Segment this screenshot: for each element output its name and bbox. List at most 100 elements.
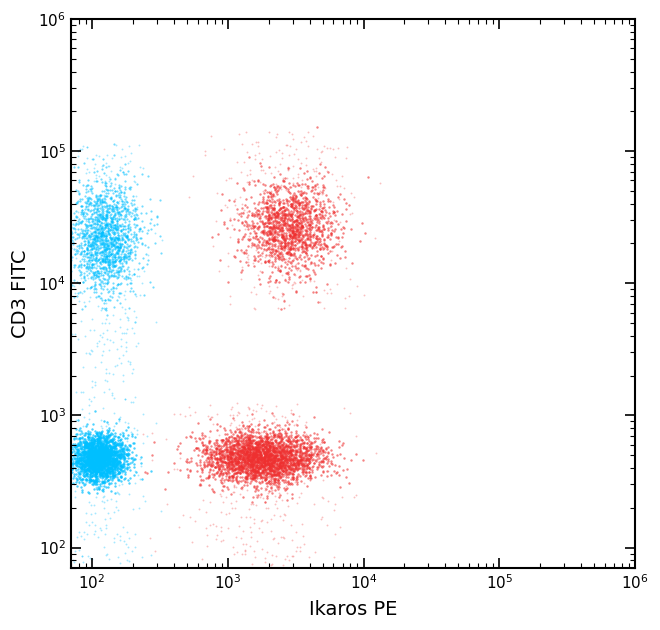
Point xyxy=(345,408,356,418)
Point xyxy=(269,450,280,461)
Point xyxy=(296,228,306,238)
Point xyxy=(97,467,108,478)
Point xyxy=(255,450,266,460)
Point xyxy=(211,443,221,453)
Point xyxy=(302,442,313,452)
Point xyxy=(284,257,295,267)
Point xyxy=(68,459,79,469)
Point xyxy=(112,445,122,455)
Point xyxy=(249,222,259,232)
Point xyxy=(97,442,108,452)
Point xyxy=(270,261,280,272)
Point xyxy=(95,458,106,468)
Point xyxy=(288,435,299,445)
Point xyxy=(92,484,102,494)
Point xyxy=(257,462,268,472)
Point xyxy=(103,223,114,233)
Point xyxy=(119,455,129,465)
Point xyxy=(108,469,118,479)
Point xyxy=(275,443,285,453)
Point xyxy=(294,186,305,197)
Point xyxy=(263,452,274,462)
Point xyxy=(287,535,298,545)
Point xyxy=(99,242,110,252)
Point xyxy=(288,249,298,260)
Point xyxy=(284,555,294,565)
Point xyxy=(119,211,129,221)
Point xyxy=(251,427,261,437)
Point xyxy=(102,472,112,482)
Point xyxy=(73,445,83,455)
Point xyxy=(107,464,117,474)
Point xyxy=(65,252,75,262)
Point xyxy=(237,457,248,467)
Point xyxy=(109,261,119,271)
Point xyxy=(71,219,81,229)
Point xyxy=(317,210,327,220)
Point xyxy=(268,190,279,200)
Point xyxy=(263,127,274,137)
Point xyxy=(275,236,285,246)
Point xyxy=(284,248,295,258)
Point xyxy=(275,246,286,256)
Point xyxy=(123,158,134,168)
Point xyxy=(124,247,135,257)
Point xyxy=(126,198,137,208)
Point xyxy=(112,246,123,256)
Point xyxy=(269,444,279,454)
Point xyxy=(230,438,241,449)
Point xyxy=(283,456,294,466)
Point xyxy=(82,259,92,269)
Point xyxy=(102,444,112,454)
Point xyxy=(288,226,298,236)
Point xyxy=(52,176,63,186)
Point xyxy=(112,451,123,461)
Point xyxy=(118,214,129,224)
Point xyxy=(281,468,292,478)
Point xyxy=(321,443,331,453)
Point xyxy=(227,473,238,483)
Point xyxy=(92,466,103,476)
Point xyxy=(93,224,104,234)
Point xyxy=(117,444,127,454)
Point xyxy=(98,208,108,218)
Point xyxy=(259,475,270,485)
Point xyxy=(285,447,296,457)
Point xyxy=(292,221,302,231)
Point xyxy=(297,237,308,247)
Point xyxy=(282,223,293,233)
Point xyxy=(246,426,257,436)
Point xyxy=(232,398,242,408)
Point xyxy=(224,291,235,301)
Point xyxy=(124,304,135,314)
Point xyxy=(105,467,115,477)
Point xyxy=(253,447,264,457)
Point xyxy=(226,449,236,459)
Point xyxy=(327,169,338,179)
Point xyxy=(247,454,257,464)
Point xyxy=(169,409,180,419)
Point xyxy=(247,415,257,425)
Point xyxy=(279,454,289,464)
Point xyxy=(254,250,265,260)
Point xyxy=(269,205,280,215)
Point xyxy=(90,461,101,471)
Point xyxy=(255,455,266,465)
Point xyxy=(245,512,255,522)
Point xyxy=(112,190,123,200)
Point xyxy=(250,231,261,241)
Point xyxy=(280,460,290,470)
Point xyxy=(263,205,274,215)
Point xyxy=(262,481,273,491)
Point xyxy=(273,241,283,251)
Point xyxy=(279,242,290,252)
Point xyxy=(256,450,267,461)
Point xyxy=(88,462,98,472)
Point xyxy=(264,201,275,211)
Point xyxy=(91,458,102,468)
Point xyxy=(102,278,112,289)
Point xyxy=(96,221,107,231)
Point xyxy=(288,216,299,226)
Point xyxy=(79,442,90,452)
Point xyxy=(75,466,86,476)
